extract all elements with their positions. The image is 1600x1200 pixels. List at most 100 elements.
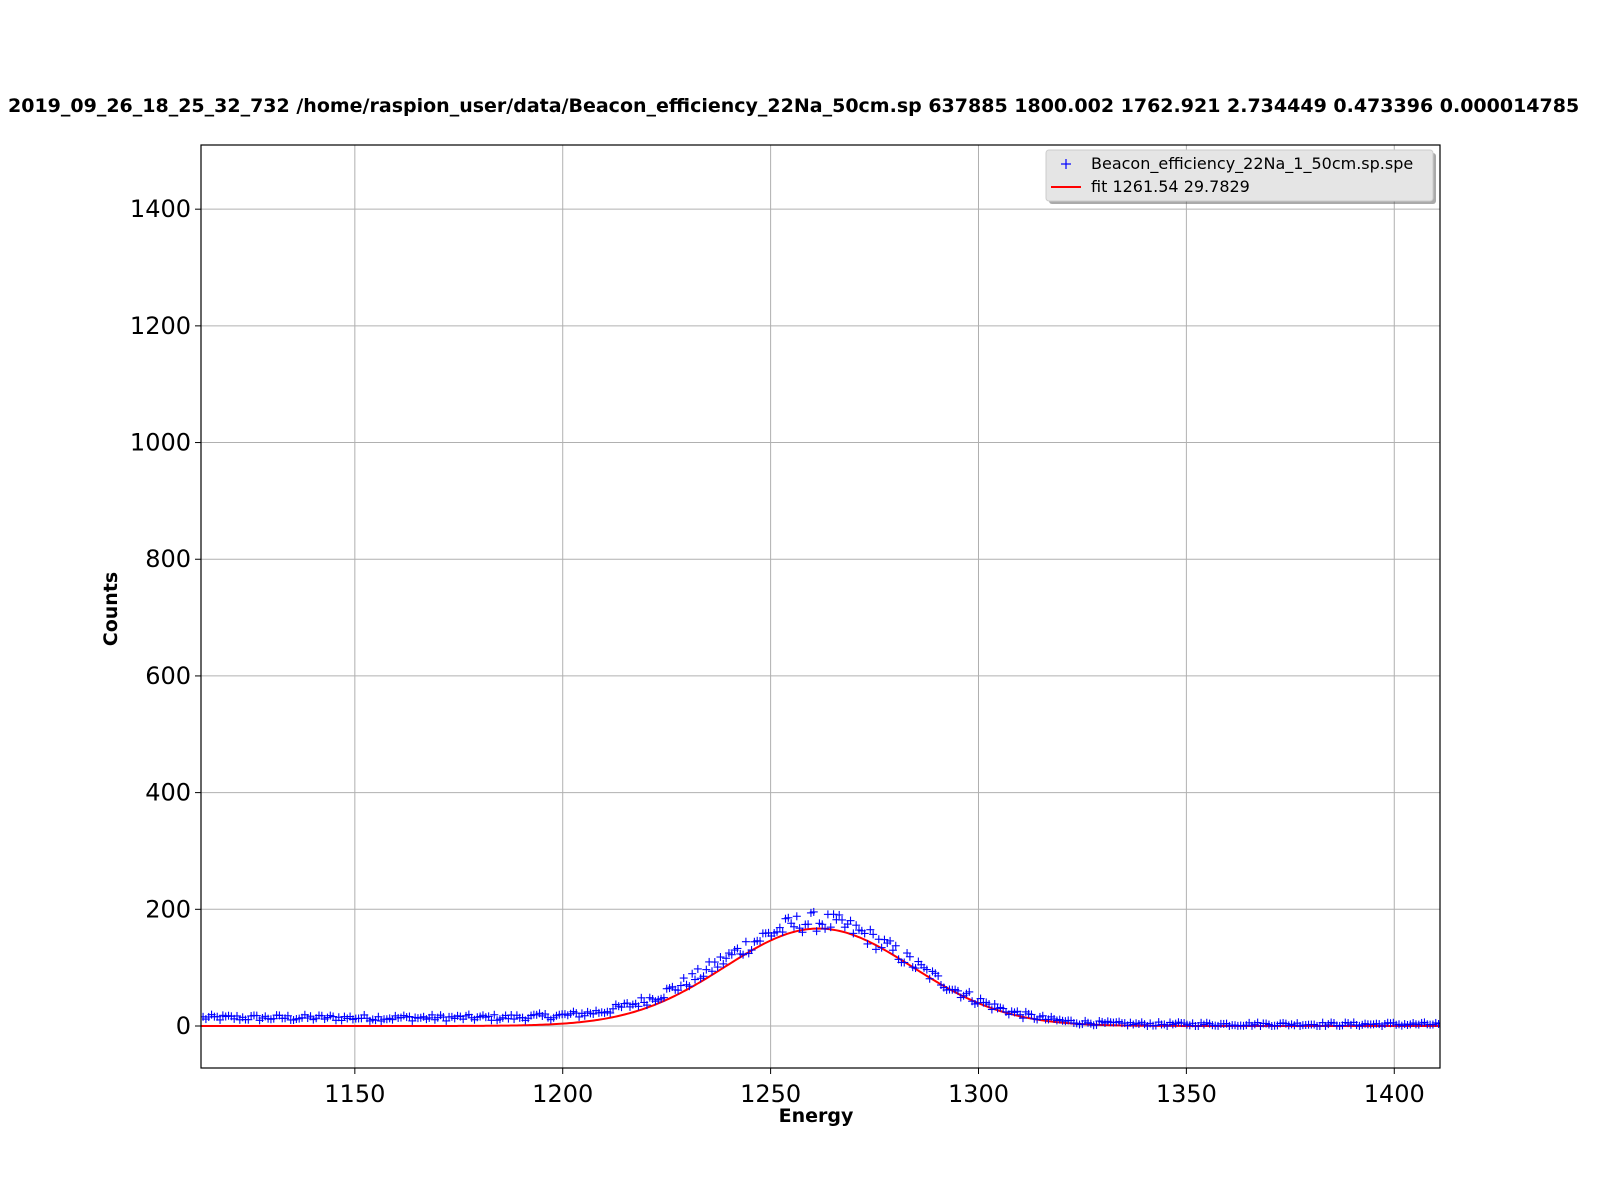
data-point xyxy=(685,982,694,991)
data-point xyxy=(739,950,748,959)
data-point xyxy=(934,971,943,980)
x-tick-label: 1400 xyxy=(1364,1080,1425,1108)
data-point xyxy=(216,1015,225,1024)
data-point xyxy=(606,1009,615,1018)
data-point xyxy=(733,944,742,953)
data-point xyxy=(490,1010,499,1019)
data-point xyxy=(659,993,668,1002)
data-point xyxy=(911,964,920,973)
data-point xyxy=(821,924,830,933)
data-point xyxy=(792,912,801,921)
data-point xyxy=(826,923,835,932)
legend-entry-fit: fit 1261.54 29.7829 xyxy=(1091,177,1250,196)
data-point xyxy=(965,987,974,996)
y-tick-label: 800 xyxy=(145,545,191,573)
data-point xyxy=(634,1002,643,1011)
y-tick-label: 400 xyxy=(145,779,191,807)
plot-background xyxy=(201,145,1440,1068)
data-point xyxy=(405,1012,414,1021)
data-point xyxy=(812,927,821,936)
data-point xyxy=(442,1016,451,1025)
data-point xyxy=(778,928,787,937)
y-tick-label: 200 xyxy=(145,895,191,923)
data-point xyxy=(716,953,725,962)
grid xyxy=(201,145,1440,1068)
y-tick-label: 1000 xyxy=(130,429,191,457)
data-point xyxy=(891,941,900,950)
data-point xyxy=(900,958,909,967)
data-point xyxy=(702,965,711,974)
y-tick-label: 1200 xyxy=(130,312,191,340)
data-point xyxy=(871,945,880,954)
data-point xyxy=(1434,1020,1440,1029)
data-point xyxy=(860,929,869,938)
data-point xyxy=(688,969,697,978)
data-point xyxy=(818,920,827,929)
data-point xyxy=(693,964,702,973)
legend-box xyxy=(1045,149,1434,202)
fit-curve-layer xyxy=(201,927,1440,1027)
x-tick-label: 1200 xyxy=(532,1080,593,1108)
data-point xyxy=(886,936,895,945)
data-point xyxy=(428,1010,437,1019)
y-tick-label: 600 xyxy=(145,662,191,690)
data-point xyxy=(283,1011,292,1020)
fit-curve xyxy=(201,927,1440,1027)
data-point xyxy=(922,965,931,974)
y-axis-ticks: 0 200 400 600 800 1000 1200 1400 xyxy=(130,195,201,1040)
data-point xyxy=(699,972,708,981)
data-point xyxy=(741,937,750,946)
data-point xyxy=(784,913,793,922)
data-point xyxy=(747,946,756,955)
data-point xyxy=(637,993,646,1002)
data-point xyxy=(252,1011,261,1020)
legend: Beacon_efficiency_22Na_1_50cm.sp.spe fit… xyxy=(1045,149,1436,204)
data-point xyxy=(835,910,844,919)
y-tick-label: 0 xyxy=(176,1012,191,1040)
x-axis-ticks: 1150 1200 1250 1300 1350 1400 xyxy=(324,1068,1425,1108)
data-point xyxy=(676,981,685,990)
data-point xyxy=(795,924,804,933)
data-point xyxy=(925,974,934,983)
data-point xyxy=(674,986,683,995)
data-point xyxy=(727,950,736,959)
data-point xyxy=(679,974,688,983)
plot-area: 1150 1200 1250 1300 1350 1400 0 200 400 600 800 10… xyxy=(130,144,1441,1108)
data-points-layer xyxy=(201,907,1440,1030)
x-tick-label: 1350 xyxy=(1156,1080,1217,1108)
data-point xyxy=(809,907,818,916)
data-point xyxy=(691,975,700,984)
data-point xyxy=(722,954,731,963)
data-point xyxy=(804,920,813,929)
data-point xyxy=(609,1004,618,1013)
x-tick-label: 1250 xyxy=(740,1080,801,1108)
data-point xyxy=(863,939,872,948)
data-point xyxy=(976,994,985,1003)
data-point xyxy=(775,923,784,932)
data-point xyxy=(707,967,716,976)
data-point xyxy=(953,986,962,995)
data-point xyxy=(710,958,719,967)
data-point xyxy=(374,1012,383,1021)
data-point xyxy=(829,910,838,919)
data-point xyxy=(877,943,886,952)
x-tick-label: 1150 xyxy=(324,1080,385,1108)
data-point xyxy=(838,915,847,924)
data-point xyxy=(888,946,897,955)
data-point xyxy=(990,1000,999,1009)
data-point xyxy=(866,925,875,934)
data-point xyxy=(798,928,807,937)
legend-marker-plus xyxy=(1061,159,1071,169)
x-tick-label: 1300 xyxy=(948,1080,1009,1108)
data-point xyxy=(1018,1014,1027,1023)
legend-entry-data: Beacon_efficiency_22Na_1_50cm.sp.spe xyxy=(1091,154,1413,174)
data-point xyxy=(852,921,861,930)
data-point xyxy=(905,952,914,961)
data-point xyxy=(987,1005,996,1014)
data-point xyxy=(846,916,855,925)
data-point xyxy=(642,1001,651,1010)
data-point xyxy=(1027,1010,1036,1019)
x-axis-label: Energy xyxy=(779,1105,854,1127)
data-point xyxy=(713,963,722,972)
